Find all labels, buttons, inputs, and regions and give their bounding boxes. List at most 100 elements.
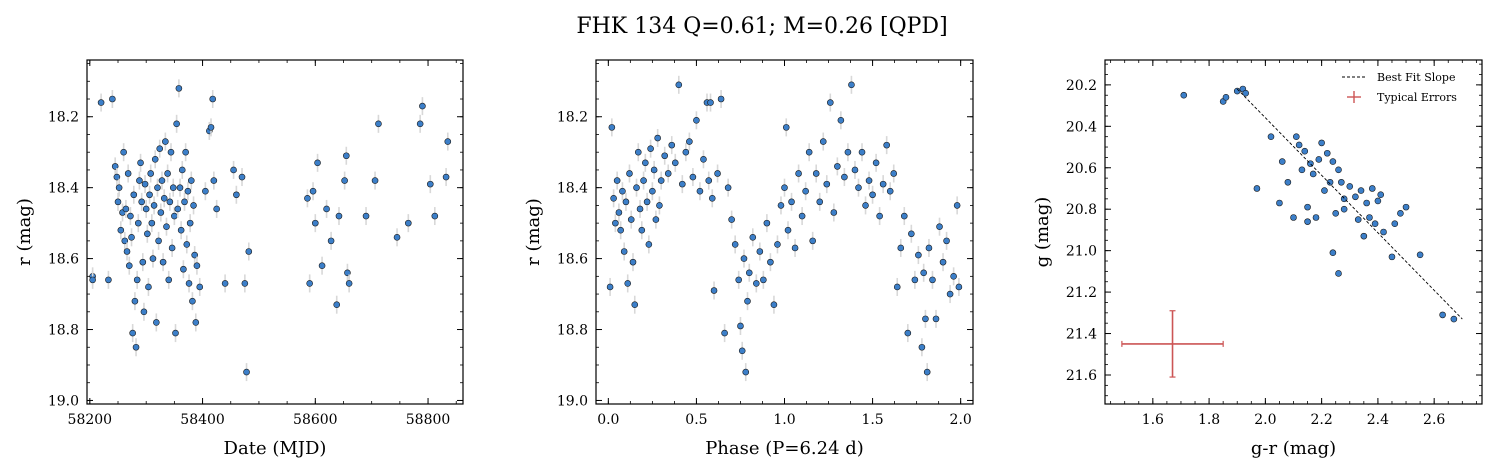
- data-point: [650, 166, 658, 174]
- x-tick-label: 1.8: [1198, 412, 1220, 428]
- data-point: [946, 290, 954, 298]
- data-point: [737, 322, 744, 330]
- data-point: [1371, 220, 1379, 228]
- data-point: [156, 145, 164, 152]
- x-tick-label: 2.0: [950, 412, 972, 428]
- data-point: [791, 244, 799, 252]
- data-point: [125, 262, 133, 269]
- data-point: [865, 177, 873, 184]
- points-phase-folded: [606, 75, 963, 382]
- y-tick-label: 18.2: [557, 110, 588, 126]
- data-point: [1338, 178, 1345, 186]
- data-point: [844, 148, 852, 156]
- data-point: [777, 202, 785, 209]
- data-point: [133, 276, 141, 284]
- data-point: [149, 255, 157, 262]
- data-point: [323, 205, 330, 213]
- data-point: [327, 237, 335, 245]
- data-point: [848, 81, 855, 89]
- y-axis-label: r (mag): [14, 198, 35, 266]
- data-point: [627, 216, 635, 223]
- data-point: [830, 209, 838, 216]
- data-point: [633, 184, 640, 191]
- data-point: [636, 205, 644, 213]
- data-point: [707, 99, 714, 106]
- data-point: [245, 248, 253, 255]
- x-tick-label: 0.0: [597, 412, 619, 428]
- x-tick-label: 2.0: [1254, 412, 1276, 428]
- data-point: [1332, 210, 1340, 217]
- data-point: [1298, 166, 1306, 174]
- data-point: [615, 209, 623, 216]
- data-point: [120, 148, 127, 156]
- data-point: [209, 95, 217, 103]
- data-point: [181, 198, 188, 206]
- y-tick-label: 19.0: [48, 393, 79, 409]
- data-point: [795, 170, 802, 177]
- data-point: [147, 170, 155, 177]
- data-point: [781, 184, 788, 191]
- y-tick-label: 18.4: [48, 181, 79, 197]
- data-point: [172, 329, 179, 337]
- y-tick-label: 18.2: [48, 110, 79, 126]
- data-point: [341, 177, 348, 184]
- data-point: [1329, 249, 1337, 257]
- x-tick-label: 2.6: [1423, 412, 1445, 428]
- data-point: [178, 166, 186, 174]
- y-tick-label: 18.6: [557, 252, 588, 268]
- data-point: [1301, 147, 1309, 155]
- data-point: [1360, 232, 1368, 240]
- data-point: [105, 276, 112, 284]
- data-point: [802, 187, 809, 195]
- data-point: [742, 368, 750, 376]
- data-point: [922, 315, 929, 323]
- data-point: [851, 166, 859, 174]
- data-point: [109, 95, 116, 103]
- x-tick-label: 58800: [406, 412, 451, 428]
- data-point: [189, 297, 196, 305]
- data-point: [1416, 251, 1424, 259]
- data-point: [932, 315, 940, 323]
- data-point: [1253, 185, 1261, 192]
- data-point: [180, 265, 187, 273]
- data-point: [427, 180, 434, 188]
- data-point: [117, 226, 125, 234]
- data-point: [1335, 166, 1342, 174]
- data-point: [169, 184, 177, 191]
- data-point: [343, 152, 350, 160]
- data-point: [915, 251, 922, 259]
- data-point: [1278, 158, 1286, 165]
- data-point: [657, 177, 665, 184]
- data-point: [1354, 216, 1362, 223]
- data-point: [314, 159, 321, 167]
- data-point: [731, 241, 739, 248]
- data-point: [735, 276, 742, 284]
- data-point: [649, 187, 656, 195]
- data-point: [139, 258, 147, 266]
- data-point: [805, 148, 813, 156]
- data-point: [936, 223, 943, 230]
- data-point: [442, 173, 450, 181]
- data-point: [115, 184, 123, 191]
- y-tick-label: 19.0: [557, 393, 588, 409]
- data-point: [756, 248, 764, 255]
- data-point: [738, 347, 746, 355]
- data-point: [675, 81, 683, 89]
- data-point: [708, 195, 716, 202]
- data-point: [705, 177, 713, 184]
- data-point: [362, 212, 370, 220]
- data-point: [1312, 214, 1320, 221]
- data-point: [1222, 94, 1230, 101]
- data-point: [920, 269, 927, 277]
- data-point: [164, 170, 171, 177]
- legend-label-errors: Typical Errors: [1377, 91, 1457, 104]
- panel-light-curve: 58200 58400 58600 58800 18.2 18.4 18.6 18.8 19.0…: [14, 59, 464, 459]
- data-point: [1397, 210, 1404, 217]
- data-point: [700, 155, 707, 163]
- data-point: [774, 241, 781, 248]
- data-point: [187, 177, 195, 184]
- data-point: [631, 301, 639, 309]
- data-point: [855, 184, 862, 191]
- data-point: [1315, 156, 1323, 163]
